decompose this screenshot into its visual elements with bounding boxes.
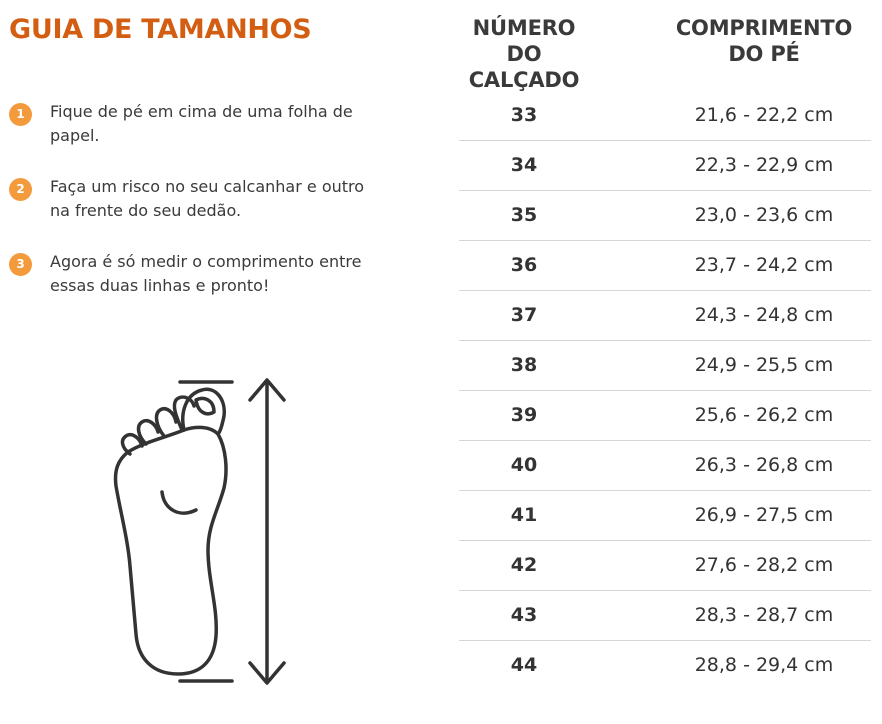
- step-number-badge: 3: [9, 253, 32, 276]
- foot-length-cell: 21,6 - 22,2 cm: [694, 104, 834, 126]
- foot-length-cell: 23,7 - 24,2 cm: [694, 254, 834, 276]
- shoe-size-cell: 39: [510, 404, 538, 426]
- shoe-size-cell: 44: [510, 654, 538, 676]
- table-row: 43 28,3 - 28,7 cm: [459, 590, 871, 641]
- foot-length-cell: 26,3 - 26,8 cm: [694, 454, 834, 476]
- table-row: 44 28,8 - 29,4 cm: [459, 640, 871, 690]
- step-text: Faça um risco no seu calcanhar e outro n…: [50, 177, 365, 220]
- step-number-badge: 2: [9, 178, 32, 201]
- foot-measure-icon: [100, 370, 310, 690]
- table-row: 41 26,9 - 27,5 cm: [459, 490, 871, 541]
- foot-length-cell: 27,6 - 28,2 cm: [694, 554, 834, 576]
- step-text: Fique de pé em cima de uma folha de pape…: [50, 102, 353, 145]
- shoe-size-cell: 36: [510, 254, 538, 276]
- table-row: 40 26,3 - 26,8 cm: [459, 440, 871, 491]
- shoe-size-cell: 35: [510, 204, 538, 226]
- foot-length-cell: 23,0 - 23,6 cm: [694, 204, 834, 226]
- foot-length-cell: 24,9 - 25,5 cm: [694, 354, 834, 376]
- foot-length-cell: 24,3 - 24,8 cm: [694, 304, 834, 326]
- column-header-size: NÚMERO DO CALÇADO: [468, 16, 580, 92]
- shoe-size-cell: 34: [510, 154, 538, 176]
- shoe-size-cell: 40: [510, 454, 538, 476]
- page-title: GUIA DE TAMANHOS: [9, 14, 312, 45]
- table-row: 38 24,9 - 25,5 cm: [459, 340, 871, 391]
- table-row: 42 27,6 - 28,2 cm: [459, 540, 871, 591]
- shoe-size-cell: 37: [510, 304, 538, 326]
- table-row: 35 23,0 - 23,6 cm: [459, 190, 871, 241]
- shoe-size-cell: 42: [510, 554, 538, 576]
- foot-length-cell: 28,3 - 28,7 cm: [694, 604, 834, 626]
- foot-length-cell: 28,8 - 29,4 cm: [694, 654, 834, 676]
- step-number-badge: 1: [9, 103, 32, 126]
- shoe-size-cell: 38: [510, 354, 538, 376]
- table-row: 33 21,6 - 22,2 cm: [459, 90, 871, 141]
- shoe-size-cell: 43: [510, 604, 538, 626]
- foot-length-cell: 25,6 - 26,2 cm: [694, 404, 834, 426]
- table-row: 39 25,6 - 26,2 cm: [459, 390, 871, 441]
- foot-length-cell: 22,3 - 22,9 cm: [694, 154, 834, 176]
- shoe-size-cell: 41: [510, 504, 538, 526]
- table-row: 34 22,3 - 22,9 cm: [459, 140, 871, 191]
- table-row: 36 23,7 - 24,2 cm: [459, 240, 871, 291]
- step-text: Agora é só medir o comprimento entre ess…: [50, 252, 362, 295]
- foot-length-cell: 26,9 - 27,5 cm: [694, 504, 834, 526]
- shoe-size-cell: 33: [510, 104, 538, 126]
- table-row: 37 24,3 - 24,8 cm: [459, 290, 871, 341]
- column-header-length: COMPRIMENTO DO PÉ: [675, 16, 853, 66]
